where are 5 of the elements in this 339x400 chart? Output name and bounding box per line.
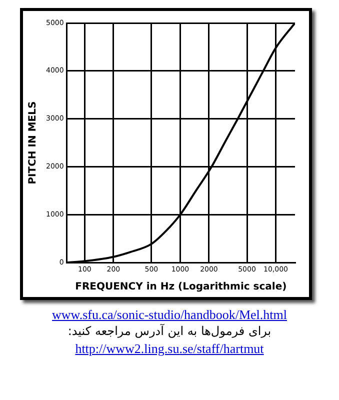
text: برای فرمول‌ها به این آدرس مراجعه کنید:	[66, 323, 272, 340]
x-axis-title: FREQUENCY in Hz (Logarithmic scale)	[75, 282, 287, 293]
y-axis-title: PITCH IN MELS	[28, 101, 39, 184]
text: http://www2.ling.su.se/staff/hartmut	[74, 340, 265, 357]
text: www.sfu.ca/sonic-studio/handbook/Mel.html	[51, 306, 288, 323]
